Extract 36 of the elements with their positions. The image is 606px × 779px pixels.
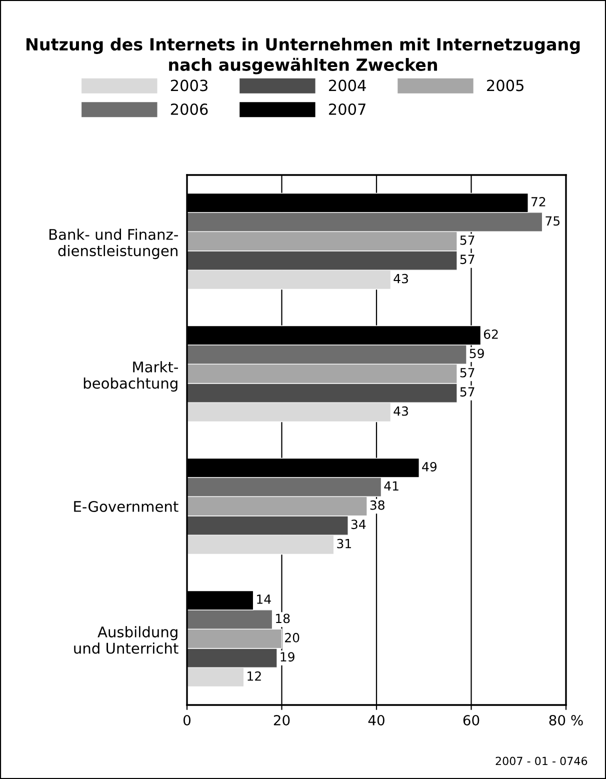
data-label: 19 [280, 652, 294, 662]
data-label: 43 [394, 274, 408, 284]
legend-label: 2006 [170, 103, 208, 116]
data-label: 20 [285, 632, 300, 642]
data-label: 57 [460, 254, 474, 264]
data-label: 31 [337, 538, 351, 548]
data-label: 12 [248, 671, 261, 681]
data-label: 57 [460, 236, 474, 245]
y-tick-label: Bank- und Finanz- dienstleistungen [49, 228, 178, 260]
data-label: 75 [546, 216, 560, 226]
data-label: 72 [531, 196, 546, 206]
data-label: 57 [460, 368, 474, 378]
x-tick-label: 80 % [549, 714, 583, 726]
data-label: 18 [276, 614, 290, 624]
data-label: 41 [384, 481, 398, 490]
data-label: 62 [484, 329, 498, 339]
chart-title: Nutzung des Internets in Unternehmen mit Internetzugang nach ausgewählten Zwecken [26, 38, 580, 74]
data-label: 38 [370, 500, 384, 510]
legend-label: 2007 [328, 103, 366, 116]
data-label: 34 [351, 520, 366, 530]
y-tick-label: Ausbildung und Unterricht [74, 626, 178, 654]
data-label: 49 [422, 462, 437, 472]
x-tick-label: 40 [368, 714, 384, 726]
data-label: 59 [470, 348, 484, 358]
data-label: 14 [257, 594, 271, 604]
legend-label: 2003 [170, 80, 208, 92]
data-label: 57 [460, 387, 474, 397]
x-tick-label: 20 [274, 714, 290, 726]
data-label: 43 [394, 406, 408, 416]
legend-label: 2005 [487, 80, 524, 92]
x-tick-label: 0 [183, 714, 190, 726]
y-tick-label: Markt- beobachtung [84, 361, 178, 392]
text: 2007 - 01 - 0746 [496, 756, 588, 766]
y-tick-label: E-Government [74, 500, 178, 512]
x-tick-label: 60 [463, 714, 480, 726]
legend-label: 2004 [328, 80, 366, 92]
